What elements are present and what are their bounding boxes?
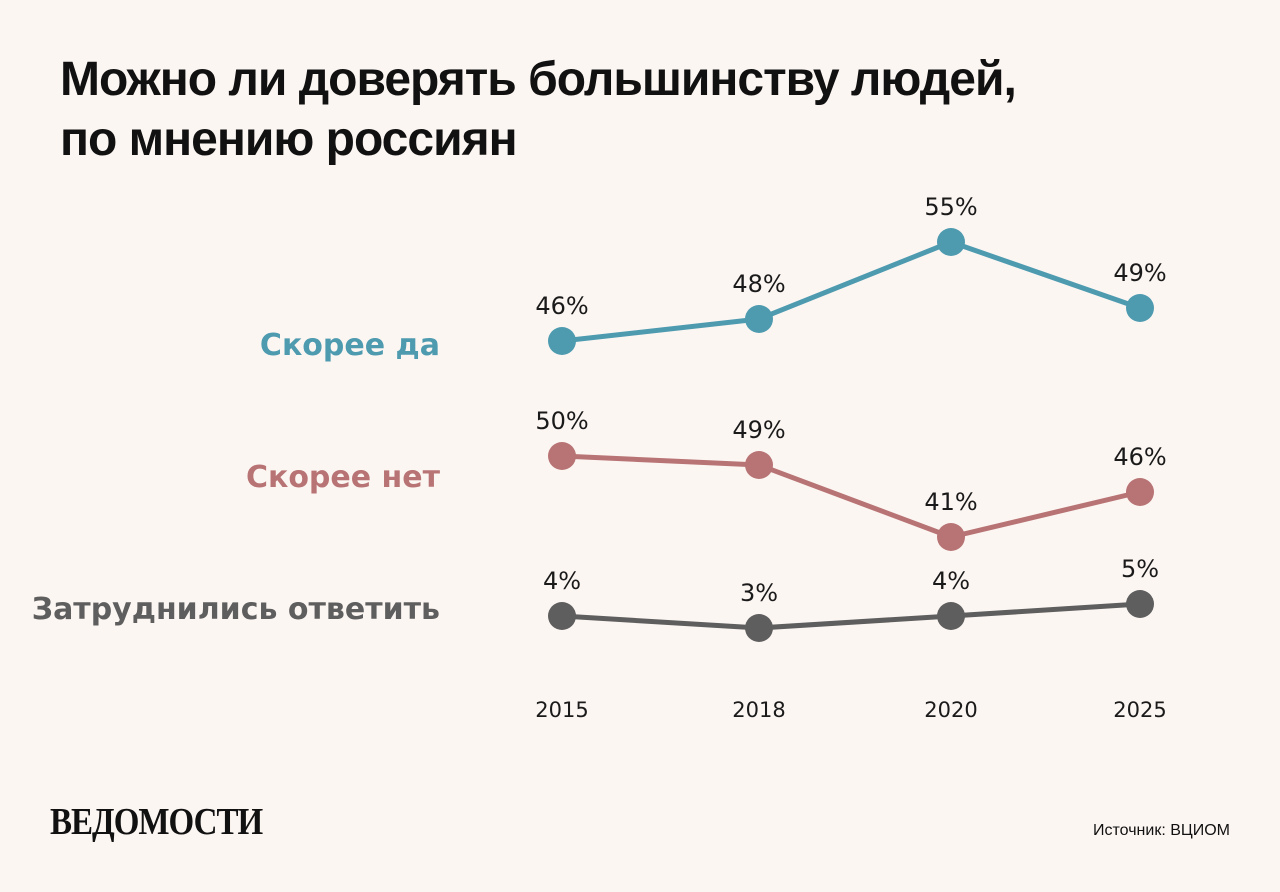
data-label-1-3: 46% [1113, 443, 1166, 471]
chart-title-line-2: по мнению россиян [60, 113, 518, 166]
data-point-0-0 [548, 327, 576, 355]
data-point-2-1 [745, 614, 773, 642]
data-point-0-3 [1126, 294, 1154, 322]
series-line-0 [559, 239, 1143, 344]
data-point-1-0 [548, 442, 576, 470]
data-label-1-0: 50% [535, 407, 588, 435]
legend-label-0: Скорее да [260, 328, 440, 363]
data-point-2-3 [1126, 590, 1154, 618]
x-tick-label-1: 2018 [732, 698, 785, 722]
data-point-2-0 [548, 602, 576, 630]
data-label-0-0: 46% [535, 292, 588, 320]
series-line-2 [559, 601, 1143, 631]
data-label-0-2: 55% [924, 193, 977, 221]
data-label-2-0: 4% [543, 567, 581, 595]
data-point-2-2 [937, 602, 965, 630]
data-label-1-1: 49% [732, 416, 785, 444]
data-label-1-2: 41% [924, 488, 977, 516]
legend-label-2: Затруднились ответить [32, 592, 440, 627]
chart-title-line-1: Можно ли доверять большинству людей, [60, 53, 1017, 106]
x-tick-label-2: 2020 [924, 698, 977, 722]
data-label-2-2: 4% [932, 567, 970, 595]
brand-logo: ВЕДОМОСТИ [50, 802, 263, 844]
data-point-1-1 [745, 451, 773, 479]
data-point-0-1 [745, 305, 773, 333]
source-note: Источник: ВЦИОМ [1093, 822, 1230, 839]
data-point-1-3 [1126, 478, 1154, 506]
chart-title: Можно ли доверять большинству людей, по … [60, 50, 1017, 170]
data-label-2-1: 3% [740, 579, 778, 607]
data-label-0-1: 48% [732, 270, 785, 298]
data-point-1-2 [937, 523, 965, 551]
legend-label-1: Скорее нет [246, 460, 441, 495]
data-label-0-3: 49% [1113, 259, 1166, 287]
x-tick-label-3: 2025 [1113, 698, 1166, 722]
data-point-0-2 [937, 228, 965, 256]
x-tick-label-0: 2015 [535, 698, 588, 722]
series-line-1 [559, 453, 1143, 540]
data-label-2-3: 5% [1121, 555, 1159, 583]
